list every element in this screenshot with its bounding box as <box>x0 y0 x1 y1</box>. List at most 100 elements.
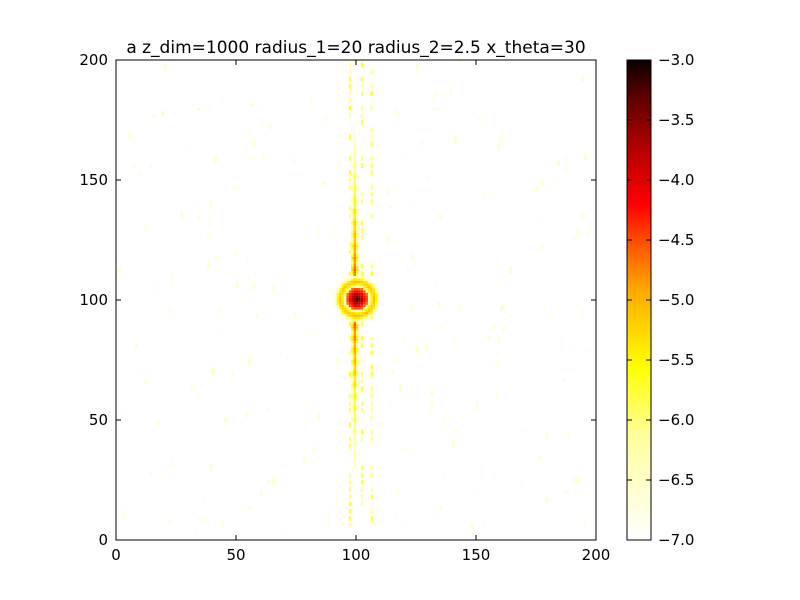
heatmap-cell <box>353 213 356 216</box>
heatmap-cell <box>356 292 359 296</box>
heatmap-cell <box>351 230 354 233</box>
heatmap-cell <box>399 384 402 392</box>
heatmap-cell <box>224 417 227 423</box>
heatmap-cell <box>363 136 366 144</box>
heatmap-cell <box>449 415 452 420</box>
heatmap-cell <box>351 187 354 190</box>
heatmap-cell <box>360 319 364 322</box>
heatmap-cell <box>228 499 232 502</box>
heatmap-cell <box>356 384 359 387</box>
heatmap-cell <box>380 525 383 528</box>
heatmap-cell <box>351 321 354 324</box>
heatmap-cell <box>346 302 349 305</box>
heatmap-cell <box>353 372 356 375</box>
heatmap-cell <box>351 343 354 346</box>
heatmap-cell <box>471 489 474 495</box>
heatmap-cell <box>353 434 356 437</box>
heatmap-cell <box>344 309 347 312</box>
heatmap-cell <box>293 158 296 164</box>
heatmap-cell <box>236 158 239 166</box>
heatmap-cell <box>348 321 352 327</box>
heatmap-cell <box>348 81 352 84</box>
heatmap-cell <box>365 292 368 296</box>
heatmap-cell <box>370 343 373 348</box>
heatmap-cell <box>353 410 356 413</box>
heatmap-cell <box>351 324 354 327</box>
heatmap-cell <box>360 285 364 288</box>
heatmap-cell <box>363 283 366 286</box>
heatmap-cell <box>356 153 359 156</box>
heatmap-cell <box>368 288 371 291</box>
heatmap-cell <box>360 386 364 392</box>
heatmap-cell <box>351 247 354 250</box>
heatmap-cell <box>478 117 481 123</box>
heatmap-cell <box>353 264 356 267</box>
heatmap-cell <box>348 177 352 183</box>
heatmap-cell <box>123 410 126 413</box>
heatmap-cell <box>339 290 342 293</box>
heatmap-cell <box>351 408 354 411</box>
heatmap-cell <box>351 441 354 444</box>
heatmap-cell <box>356 206 359 209</box>
heatmap-cell <box>360 300 364 303</box>
heatmap-cell <box>497 336 500 344</box>
heatmap-cell <box>348 84 352 89</box>
heatmap-cell <box>356 333 359 336</box>
heatmap-cell <box>370 516 373 521</box>
heatmap-cell <box>356 189 359 192</box>
heatmap-cell <box>363 300 366 303</box>
heatmap-cell <box>370 400 373 406</box>
heatmap-cell <box>363 309 366 312</box>
heatmap-cell <box>358 307 361 310</box>
heatmap-cell <box>437 302 440 308</box>
heatmap-cell <box>545 184 548 190</box>
heatmap-cell <box>315 328 318 336</box>
heatmap-cell <box>353 384 356 387</box>
heatmap-cell <box>356 196 359 200</box>
heatmap-cell <box>370 264 373 269</box>
heatmap-cell <box>471 523 474 531</box>
heatmap-cell <box>360 302 364 305</box>
heatmap-cell <box>370 84 373 89</box>
heatmap-cell <box>353 271 356 274</box>
heatmap-cell <box>348 105 352 111</box>
heatmap-cell <box>279 350 282 356</box>
heatmap-cell <box>353 139 356 142</box>
heatmap-cell <box>365 297 368 300</box>
heatmap-cell <box>125 484 128 488</box>
heatmap-cell <box>348 98 352 104</box>
heatmap-cell <box>351 357 354 360</box>
heatmap-cell <box>562 379 565 382</box>
heatmap-cell <box>353 336 356 339</box>
heatmap-cell <box>356 276 359 279</box>
heatmap-cell <box>348 408 352 413</box>
x-tick-label: 200 <box>582 546 611 564</box>
heatmap-cell <box>351 218 354 221</box>
heatmap-cell <box>336 290 340 293</box>
heatmap-cell <box>353 261 356 264</box>
heatmap-cell <box>435 280 438 286</box>
heatmap-cell <box>164 62 167 70</box>
heatmap-cell <box>363 295 366 298</box>
heatmap-cell <box>209 367 212 375</box>
heatmap-cell <box>351 244 354 248</box>
heatmap-cell <box>356 232 359 236</box>
heatmap-cell <box>353 151 356 154</box>
heatmap-cell <box>356 230 359 233</box>
heatmap-cell <box>360 283 364 286</box>
heatmap-cell <box>351 338 354 341</box>
heatmap-cell <box>372 297 376 300</box>
heatmap-cell <box>372 520 376 526</box>
heatmap-cell <box>392 369 395 375</box>
heatmap-cell <box>435 513 438 516</box>
heatmap-cell <box>370 297 373 300</box>
heatmap-cell <box>351 374 354 377</box>
heatmap-cell <box>209 199 212 207</box>
heatmap-cell <box>351 429 354 432</box>
heatmap-cell <box>348 501 352 507</box>
heatmap-cell <box>356 405 359 408</box>
heatmap-cell <box>372 307 376 310</box>
heatmap-cell <box>353 172 356 176</box>
heatmap-cell <box>584 153 587 161</box>
heatmap-cell <box>351 360 354 363</box>
